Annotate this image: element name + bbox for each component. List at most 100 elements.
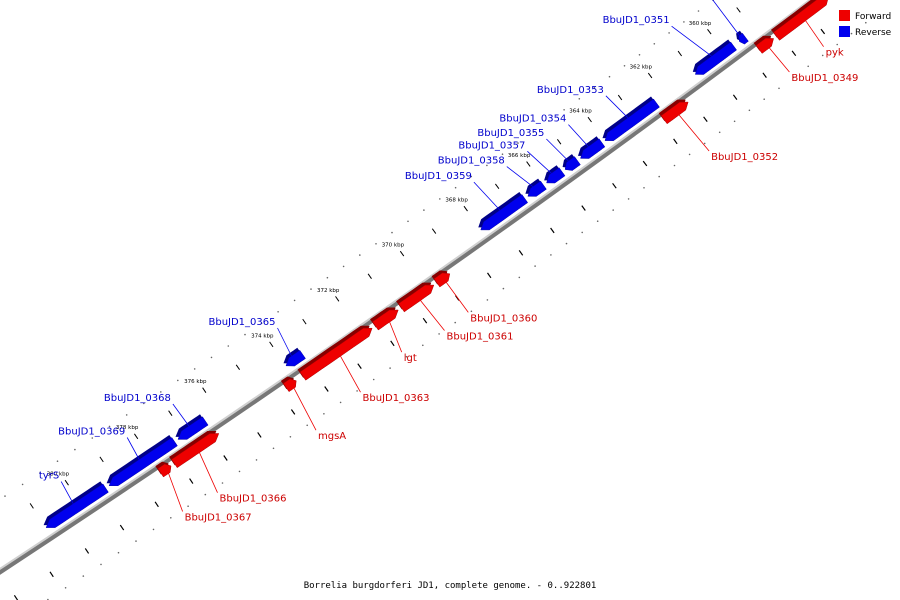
scale-tick-inner [820,28,826,35]
legend-reverse-swatch [839,26,850,37]
scale-dot-inner [255,459,258,461]
scale-dot-outer [532,131,535,133]
leader-BbuJD1_0366 [199,452,218,493]
scale-dot-outer [342,265,345,268]
scale-dot-outer [326,276,329,279]
scale-tick-outer [168,410,173,416]
leader-BbuJD1_0367 [168,473,183,512]
scale-tick-inner [119,524,125,531]
gene-tyrS [45,483,109,528]
gene-label-BbuJD1_0355: BbuJD1_0355 [477,128,544,139]
leader-rpmB [712,0,740,36]
gene-label-BbuJD1_0369: BbuJD1_0369 [58,427,125,438]
scale-dot-inner [221,482,224,484]
scale-dot-outer [143,402,145,405]
gene-labels: pykBbuJD1_0349rpmBBbuJD1_0351BbuJD1_0352… [39,15,859,524]
tick-label: 362 kbp [630,65,653,71]
scale-dot-inner [470,310,473,313]
scale-tick-outer [494,183,500,189]
scale-tick-outer [587,116,592,123]
scale-tick-outer [431,228,437,234]
scale-dot-inner [152,528,155,531]
scale-dot-outer [21,483,24,486]
gene-BbuJD1_0365 [285,349,306,367]
gene-label-BbuJD1_0349: BbuJD1_0349 [791,73,858,84]
scale-tick-inner [49,571,54,578]
gene-BbuJD1_0359 [480,194,529,231]
leader-BbuJD1_0349 [769,47,790,73]
gene-BbuJD1_0368 [177,416,209,440]
gene-label-BbuJD1_0363: BbuJD1_0363 [363,393,430,404]
gene-BbuJD1_0349 [755,38,774,54]
scale-tick-inner [422,317,428,324]
gene-label-BbuJD1_0367: BbuJD1_0367 [185,513,252,524]
gene-BbuJD1_0361 [398,284,435,313]
gene-BbuJD1_0352 [660,101,689,125]
scale-dot-inner [565,242,568,245]
scale-tick-inner [324,386,329,392]
scale-dot-outer [578,98,581,100]
scale-dot-outer [193,368,196,370]
scale-dot-inner [518,276,521,279]
scale-tick-outer [99,456,104,463]
scale-dot-outer [108,425,111,428]
scale-tick-outer [302,318,307,325]
scale-dot-outer [210,356,213,359]
gene-BbuJD1_0358 [527,180,547,197]
leader-BbuJD1_0354 [568,124,589,147]
scale-dot-inner [688,153,691,156]
scale-dot-inner [170,517,172,519]
scale-tick-inner [357,363,362,369]
scale-tick-outer [526,161,531,167]
gene-label-BbuJD1_0359: BbuJD1_0359 [405,171,472,182]
leader-BbuJD1_0361 [420,300,445,331]
leader-mgsA [293,388,317,431]
scale-dot-inner [748,109,751,112]
scale-dot-inner [323,413,325,415]
scale-dot-inner [135,540,137,542]
scale-dots [4,0,867,600]
scale-tick-inner [762,72,767,78]
scale-dot-inner [100,563,102,566]
scale-tick-inner [581,205,586,211]
scale-dot-outer [638,54,641,56]
scale-tick-outer [367,273,372,279]
scale-dot-outer [683,21,685,23]
gene-BbuJD1_0369 [108,437,178,486]
gene-label-BbuJD1_0358: BbuJD1_0358 [438,156,505,167]
tick-label: 372 kbp [317,288,340,294]
scale-dot-inner [238,470,241,473]
scale-dot-inner [807,65,809,68]
scale-tick-inner [223,455,228,461]
scale-dot-inner [821,54,824,57]
scale-dot-inner [187,505,189,508]
scale-tick-outer [677,50,683,57]
tick-label: 360 kbp [689,21,712,27]
scale-dot-outer [244,333,246,336]
scale-tick-inner [189,478,194,484]
scale-dot-outer [668,32,670,34]
legend: Forward Reverse [839,10,892,38]
scale-tick-outer [399,250,405,257]
gene-label-pyk: pyk [826,48,844,59]
leader-BbuJD1_0358 [506,166,534,187]
scale-dot-inner [422,344,424,347]
gene-BbuJD1_0351 [694,41,737,75]
gene-label-BbuJD1_0366: BbuJD1_0366 [220,494,287,505]
leader-pyk [805,20,824,47]
tick-label: 368 kbp [445,198,468,204]
scale-tick-inner [13,594,19,600]
gene-label-BbuJD1_0368: BbuJD1_0368 [104,393,171,404]
scale-tick-outer [269,341,274,348]
scale-dot-outer [375,243,377,245]
tick-label: 380 kbp [47,472,70,478]
leader-BbuJD1_0365 [277,327,292,357]
scale-dot-outer [4,495,6,497]
scale-dot-outer [125,414,128,416]
scale-dot-inner [612,209,614,211]
legend-forward-swatch [839,10,850,21]
gene-label-leaders [60,0,824,512]
scale-dot-inner [778,87,780,90]
leader-tyrS [60,481,74,504]
